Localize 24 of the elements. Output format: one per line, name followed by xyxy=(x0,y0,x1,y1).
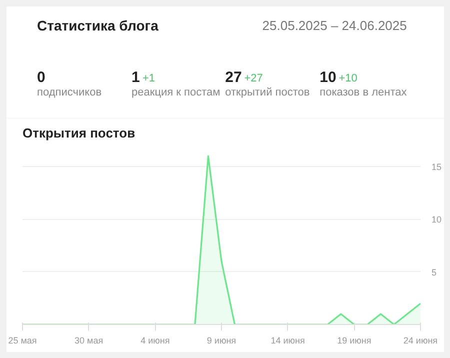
x-tick-label: 9 июня xyxy=(206,336,236,346)
text: 1 xyxy=(132,69,140,86)
y-tick-label: 10 xyxy=(432,214,442,225)
text: 10 xyxy=(320,69,336,86)
text: Статистика блога xyxy=(37,18,159,34)
text: подписчиков xyxy=(37,86,102,98)
x-tick-label: 25 мая xyxy=(8,336,37,346)
text: показов в лентах xyxy=(320,86,408,98)
x-tick-label: 30 мая xyxy=(74,336,104,346)
x-tick-label: 4 июня xyxy=(140,336,170,346)
text: 25.05.2025 – 24.06.2025 xyxy=(262,18,407,33)
x-tick-label: 19 июня xyxy=(337,336,372,346)
text: 0 xyxy=(37,69,46,86)
text: 27 xyxy=(225,69,242,86)
text: +10 xyxy=(338,72,358,84)
x-tick-label: 14 июня xyxy=(270,336,306,346)
text: +1 xyxy=(142,72,155,84)
chart-title: Открытия постов xyxy=(22,126,136,140)
text: +27 xyxy=(244,72,263,84)
y-tick-label: 5 xyxy=(432,267,437,278)
text: реакция к постам xyxy=(132,86,220,98)
x-tick-label: 24 июня xyxy=(403,336,438,346)
y-tick-label: 15 xyxy=(432,162,442,172)
text: открытий постов xyxy=(225,86,310,98)
